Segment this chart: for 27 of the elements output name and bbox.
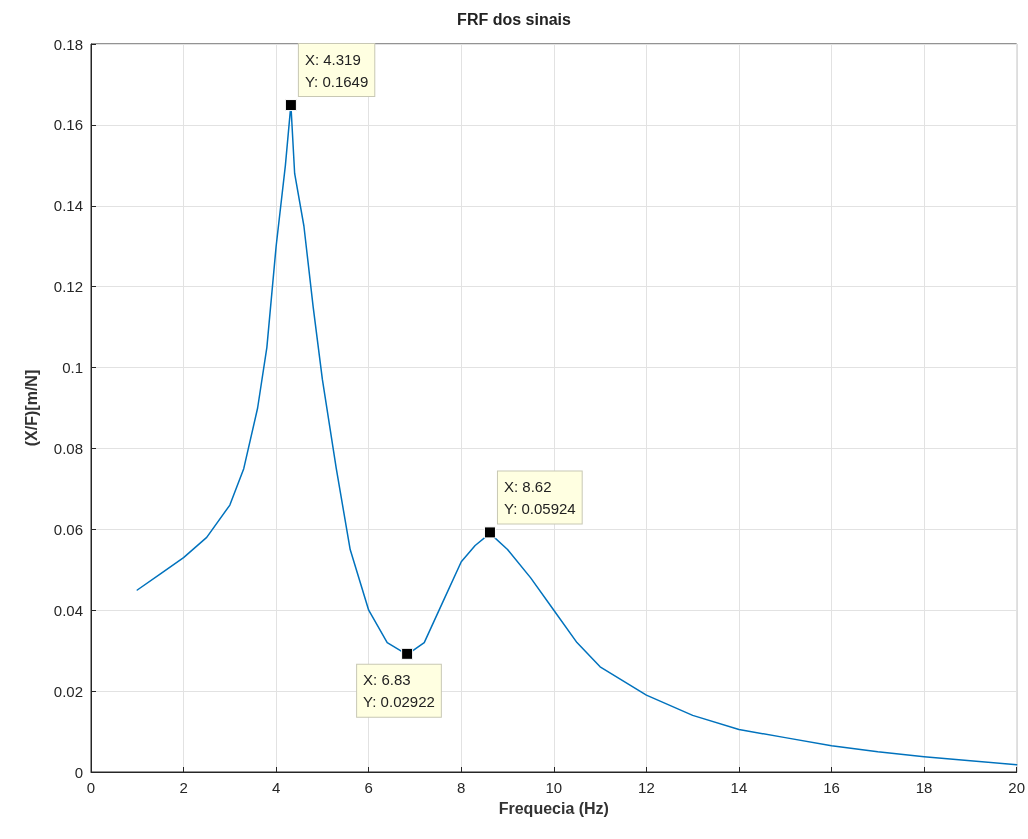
y-tick-label: 0.1 <box>62 359 83 377</box>
chart-title: FRF dos sinais <box>457 10 571 28</box>
y-tick-label: 0.16 <box>53 116 83 134</box>
x-tick-label: 20 <box>1008 779 1025 796</box>
annotation: X: 6.83 Y: 0.02922 <box>363 671 435 711</box>
y-tick-label: 0.06 <box>53 520 83 538</box>
y-tick-label: 0.12 <box>53 278 83 296</box>
x-tick-label: 6 <box>364 779 373 796</box>
y-tick-label: 0.04 <box>53 601 83 619</box>
y-tick-label: 0.02 <box>53 682 83 700</box>
y-axis-title: (X/F)[m/N] <box>22 369 40 447</box>
annotation: X: 8.62 Y: 0.05924 <box>503 477 576 517</box>
x-tick-label: 18 <box>915 779 933 796</box>
annotation: X: 4.319 Y: 0.1649 <box>304 50 369 90</box>
x-tick-label: 10 <box>545 779 563 796</box>
y-tick-label: 0.08 <box>53 439 83 457</box>
x-tick-label: 14 <box>730 779 748 796</box>
y-tick-label: 0.18 <box>53 35 83 53</box>
x-tick-label: 0 <box>86 779 96 796</box>
y-tick-label: 0.14 <box>53 197 83 215</box>
y-tick-label: 0 <box>74 763 83 781</box>
x-tick-label: 16 <box>823 779 840 796</box>
x-tick-label: 2 <box>179 779 188 796</box>
x-axis-title: Frequecia (Hz) <box>498 799 609 817</box>
x-tick-label: 4 <box>271 779 281 796</box>
x-tick-label: 8 <box>457 779 466 796</box>
x-tick-label: 12 <box>638 779 655 796</box>
